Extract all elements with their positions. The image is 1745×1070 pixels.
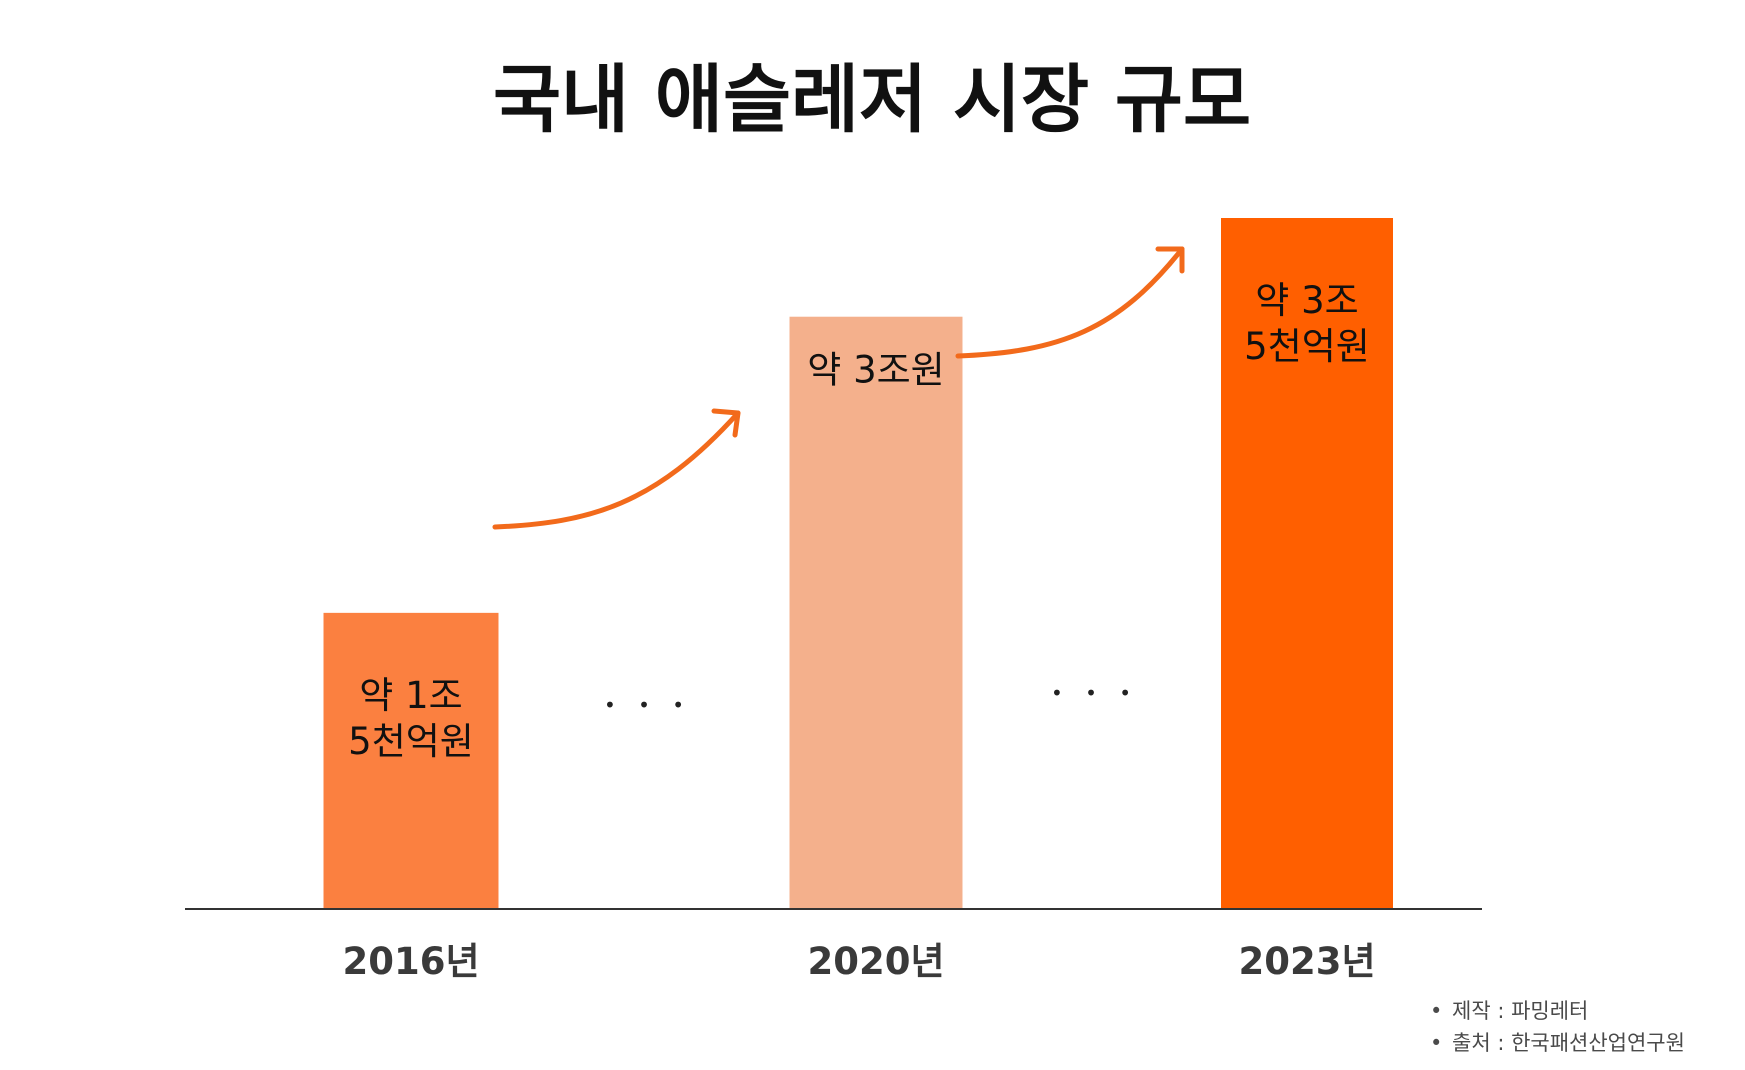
credit-source-text: 출처 : 한국패션산업연구원 bbox=[1452, 1031, 1685, 1055]
bar-2023년 bbox=[1221, 218, 1393, 909]
ellipsis-2: • • • bbox=[1051, 681, 1139, 705]
bar-data-label: 약 1조 bbox=[359, 674, 462, 717]
x-tick-label: 2016년 bbox=[342, 940, 479, 983]
ellipsis-1: • • • bbox=[604, 693, 692, 717]
bar-data-label: 5천억원 bbox=[1244, 325, 1370, 368]
bar-data-label: 약 3조 bbox=[1255, 279, 1358, 322]
credit-line-source: • 출처 : 한국패션산업연구원 bbox=[1430, 1027, 1685, 1059]
bar-2020년 bbox=[789, 316, 963, 909]
x-tick-label: 2023년 bbox=[1238, 940, 1375, 983]
chart-title: 국내 애슬레저 시장 규모 bbox=[493, 57, 1251, 143]
x-tick-label: 2020년 bbox=[807, 940, 944, 983]
growth-arrow-2 bbox=[955, 246, 1185, 359]
bar-2016년 bbox=[323, 612, 499, 909]
growth-arrow-1 bbox=[492, 410, 741, 530]
arrowhead-2 bbox=[1155, 246, 1185, 274]
arrowhead-1 bbox=[711, 408, 741, 438]
credit-bullet: • bbox=[1430, 1031, 1443, 1055]
credits: • 제작 : 파밍레터 • 출처 : 한국패션산업연구원 bbox=[1430, 995, 1685, 1059]
credit-line-maker: • 제작 : 파밍레터 bbox=[1430, 995, 1685, 1027]
credit-maker-text: 제작 : 파밍레터 bbox=[1452, 999, 1589, 1023]
credit-bullet: • bbox=[1430, 999, 1443, 1023]
bar-data-label: 5천억원 bbox=[348, 720, 474, 763]
bar-data-label: 약 3조원 bbox=[807, 349, 944, 392]
